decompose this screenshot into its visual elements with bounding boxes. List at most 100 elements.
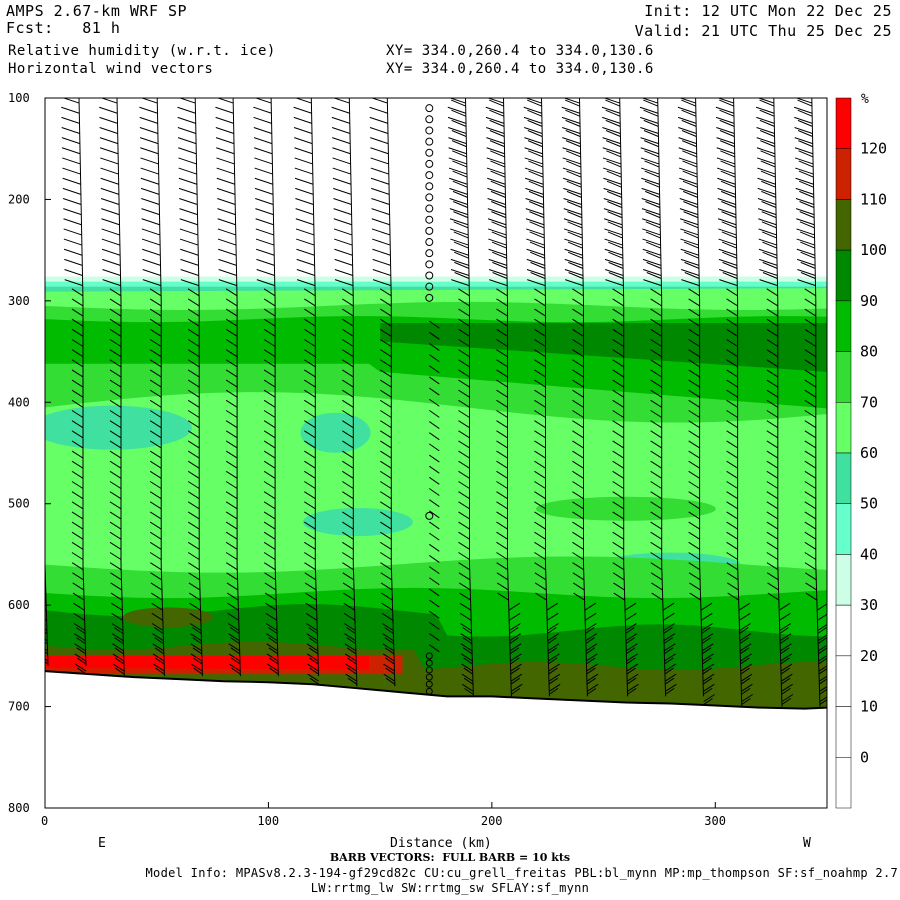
wind-barb (188, 582, 201, 591)
colorbar-box (835, 452, 852, 504)
wind-barb (429, 443, 440, 452)
wind-barb (24, 117, 42, 123)
wind-barb (45, 295, 46, 296)
wind-barb (572, 308, 584, 317)
wind-barb (263, 308, 276, 317)
wind-barb (76, 647, 86, 655)
wind-barb (149, 450, 162, 459)
wind-barb (818, 665, 827, 672)
wind-barb (606, 170, 622, 178)
wind-barb (61, 147, 81, 155)
model-info-line2: LW:rrtmg_lw SW:rrtmg_sw SFLAY:sf_mynn (310, 881, 590, 895)
wind-barb (342, 440, 354, 449)
wind-barb (154, 657, 165, 665)
wind-barb (380, 501, 392, 510)
wind-barb (218, 269, 237, 276)
wind-barb (151, 623, 164, 631)
wind-barb (263, 450, 276, 459)
wind-barb (461, 673, 474, 682)
wind-barb (625, 643, 638, 652)
wind-barb (525, 187, 544, 195)
wind-barb (534, 501, 546, 510)
rh-patch-50-b (300, 412, 371, 453)
wind-barb (187, 308, 200, 317)
wind-barb (604, 258, 624, 266)
wind-barb (702, 667, 712, 675)
wind-barb (149, 288, 162, 297)
wind-barb (761, 211, 777, 219)
wind-barb (231, 667, 241, 675)
wind-barb (265, 602, 277, 611)
wind-barb (766, 521, 779, 530)
wind-barb (496, 410, 508, 418)
wind-barb (149, 531, 162, 540)
wind-barb (71, 379, 84, 388)
wind-barb (819, 696, 827, 702)
wind-barb (342, 399, 354, 408)
wind-barb (380, 379, 392, 388)
wind-barb (663, 647, 674, 655)
wind-barb (767, 592, 780, 601)
y-tick-label: 200 (8, 192, 30, 206)
wind-barb (460, 643, 473, 652)
wind-barb (263, 410, 276, 418)
wind-barb (342, 339, 354, 347)
wind-barb (573, 592, 585, 601)
wind-barb (178, 167, 197, 175)
wind-barb (342, 450, 354, 459)
xy-range-2: XY= 334.0,260.4 to 334.0,130.6 (386, 61, 654, 77)
wind-barb (490, 160, 505, 168)
wind-barb (45, 558, 46, 560)
wind-barb (99, 116, 118, 124)
wind-barb (702, 677, 713, 685)
wind-barb (524, 137, 543, 145)
wind-barb (722, 261, 738, 269)
wind-barb (572, 298, 584, 307)
wind-barb (370, 137, 389, 145)
calm-circle (425, 293, 434, 302)
wind-barb (795, 177, 814, 185)
y-tick-label: 400 (8, 395, 30, 409)
wind-barb (149, 511, 162, 520)
wind-barb (528, 201, 544, 208)
wind-barb (740, 657, 750, 665)
wind-barb (572, 420, 584, 429)
wind-barb (496, 481, 508, 489)
wind-barb (626, 657, 636, 665)
wind-barb (451, 279, 470, 287)
wind-barb (296, 279, 316, 287)
wind-barb (650, 470, 662, 479)
wind-barb (109, 430, 122, 439)
wind-barb (534, 349, 546, 358)
wind-barb (683, 231, 699, 239)
wind-barb (681, 279, 700, 287)
wind-barb (253, 127, 272, 134)
wind-barb (342, 410, 354, 418)
wind-barb (178, 177, 198, 185)
wind-barb (818, 647, 827, 655)
barb-staff (541, 98, 550, 697)
wind-barb (798, 150, 814, 158)
wind-barb (263, 379, 276, 388)
wind-barb (804, 511, 817, 520)
wind-barb (534, 410, 546, 418)
wind-barb (225, 430, 238, 439)
wind-barb (114, 637, 124, 645)
wind-barb (45, 641, 48, 645)
wind-barb (61, 127, 80, 134)
wind-barb (372, 258, 391, 266)
wind-barb (294, 177, 314, 185)
wind-barb (256, 279, 275, 287)
wind-barb (795, 167, 814, 175)
wind-barb (535, 592, 547, 601)
wind-barb (567, 221, 583, 229)
wind-barb (572, 460, 584, 469)
wind-barb (563, 218, 583, 226)
wind-barb (626, 667, 636, 675)
wind-barb (766, 481, 779, 489)
wind-barb (179, 198, 198, 205)
wind-barb (486, 147, 505, 155)
wind-barb (534, 470, 546, 479)
wind-barb (225, 308, 238, 317)
